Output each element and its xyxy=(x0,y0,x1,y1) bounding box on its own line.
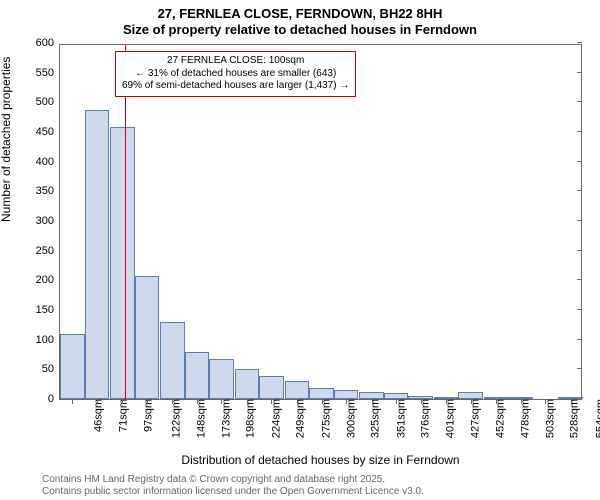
info-box-larger: 69% of semi-detached houses are larger (… xyxy=(122,80,349,93)
y-tick-label: 600 xyxy=(36,37,60,49)
x-tick-mark xyxy=(247,399,248,404)
y-tick-label: 400 xyxy=(36,156,60,168)
x-tick-label: 122sqm xyxy=(167,399,183,438)
y-tick-mark xyxy=(577,190,582,191)
x-tick-mark xyxy=(271,399,272,404)
y-tick-mark xyxy=(577,220,582,221)
y-tick-label: 500 xyxy=(36,96,60,108)
y-tick-mark xyxy=(577,309,582,310)
y-tick-mark xyxy=(577,101,582,102)
plot-area: 05010015020025030035040045050055060046sq… xyxy=(59,44,582,400)
x-tick-label: 528sqm xyxy=(565,399,581,438)
x-tick-label: 503sqm xyxy=(540,399,556,438)
histogram-bar xyxy=(359,392,384,399)
y-tick-label: 0 xyxy=(48,393,60,405)
x-axis-label: Distribution of detached houses by size … xyxy=(59,453,582,467)
y-tick-mark xyxy=(577,250,582,251)
y-tick-label: 350 xyxy=(36,185,60,197)
x-tick-label: 478sqm xyxy=(516,399,532,438)
footer-line1: Contains HM Land Registry data © Crown c… xyxy=(42,474,424,486)
x-tick-label: 554sqm xyxy=(590,399,600,438)
x-tick-label: 173sqm xyxy=(217,399,233,438)
histogram-bar xyxy=(259,376,284,399)
x-tick-mark xyxy=(372,399,373,404)
chart-footer: Contains HM Land Registry data © Crown c… xyxy=(42,474,424,498)
y-tick-label: 550 xyxy=(36,67,60,79)
histogram-bar xyxy=(458,392,483,399)
info-box-title: 27 FERNLEA CLOSE: 100sqm xyxy=(122,55,349,68)
x-tick-mark xyxy=(197,399,198,404)
x-tick-mark xyxy=(97,399,98,404)
info-box-smaller: ← 31% of detached houses are smaller (64… xyxy=(122,68,349,81)
histogram-bar xyxy=(85,110,110,399)
reference-line xyxy=(125,45,126,399)
y-tick-mark xyxy=(577,368,582,369)
x-tick-label: 249sqm xyxy=(291,399,307,438)
y-axis-label: Number of detached properties xyxy=(0,57,13,222)
y-tick-mark xyxy=(577,42,582,43)
info-box: 27 FERNLEA CLOSE: 100sqm← 31% of detache… xyxy=(115,51,356,97)
x-tick-mark xyxy=(297,399,298,404)
histogram-bar xyxy=(235,369,260,399)
x-tick-mark xyxy=(496,399,497,404)
x-tick-label: 300sqm xyxy=(341,399,357,438)
x-tick-mark xyxy=(172,399,173,404)
x-tick-label: 198sqm xyxy=(241,399,257,438)
y-tick-mark xyxy=(577,72,582,73)
histogram-bar xyxy=(135,276,160,399)
x-tick-mark xyxy=(346,399,347,404)
x-tick-mark xyxy=(221,399,222,404)
x-tick-mark xyxy=(446,399,447,404)
y-tick-label: 100 xyxy=(36,334,60,346)
y-tick-label: 200 xyxy=(36,274,60,286)
y-tick-mark xyxy=(577,279,582,280)
x-tick-label: 224sqm xyxy=(267,399,283,438)
y-tick-mark xyxy=(577,161,582,162)
y-tick-label: 50 xyxy=(42,363,60,375)
histogram-bar xyxy=(309,388,334,399)
chart-title: 27, FERNLEA CLOSE, FERNDOWN, BH22 8HH xyxy=(0,6,600,21)
histogram-bar xyxy=(110,127,135,399)
y-tick-label: 250 xyxy=(36,245,60,257)
chart-container: 27, FERNLEA CLOSE, FERNDOWN, BH22 8HH Si… xyxy=(0,0,600,500)
x-tick-mark xyxy=(521,399,522,404)
x-tick-mark xyxy=(421,399,422,404)
x-tick-label: 325sqm xyxy=(366,399,382,438)
chart-subtitle: Size of property relative to detached ho… xyxy=(0,22,600,37)
x-tick-label: 376sqm xyxy=(416,399,432,438)
x-tick-mark xyxy=(122,399,123,404)
x-tick-label: 401sqm xyxy=(440,399,456,438)
histogram-bar xyxy=(185,352,210,399)
x-tick-label: 275sqm xyxy=(317,399,333,438)
x-tick-mark xyxy=(545,399,546,404)
footer-line2: Contains public sector information licen… xyxy=(42,486,424,498)
y-tick-label: 450 xyxy=(36,126,60,138)
histogram-bar xyxy=(285,381,310,399)
x-tick-mark xyxy=(72,399,73,404)
y-tick-mark xyxy=(577,339,582,340)
y-tick-label: 150 xyxy=(36,304,60,316)
x-tick-mark xyxy=(571,399,572,404)
histogram-bar xyxy=(209,359,234,399)
x-tick-label: 452sqm xyxy=(490,399,506,438)
histogram-bar xyxy=(334,390,359,399)
x-tick-mark xyxy=(396,399,397,404)
y-tick-label: 300 xyxy=(36,215,60,227)
histogram-bar xyxy=(60,334,85,399)
x-tick-label: 351sqm xyxy=(391,399,407,438)
x-tick-label: 148sqm xyxy=(192,399,208,438)
x-tick-label: 427sqm xyxy=(466,399,482,438)
x-tick-mark xyxy=(147,399,148,404)
y-tick-mark xyxy=(577,131,582,132)
x-tick-mark xyxy=(322,399,323,404)
x-tick-mark xyxy=(471,399,472,404)
histogram-bar xyxy=(160,322,185,399)
